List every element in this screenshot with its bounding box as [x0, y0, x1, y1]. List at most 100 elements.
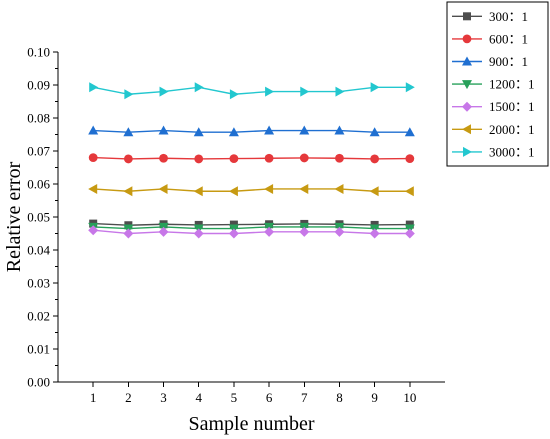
data-point [88, 125, 99, 135]
legend-label: 2000：1 [489, 122, 535, 137]
data-point [300, 86, 310, 97]
axes-layer: 0.00 0.01 0.02 0.03 0.04 0.05 0.06 0.07 0.08 0.09… [27, 45, 445, 405]
x-tick-label: 1 [90, 390, 97, 405]
data-point [369, 228, 380, 239]
x-tick-label: 3 [160, 390, 167, 405]
data-point [194, 82, 204, 93]
legend-item-4: 1500：1 [452, 99, 535, 114]
y-tick-label: 0.04 [27, 243, 50, 258]
data-point [264, 153, 274, 163]
data-point [370, 154, 380, 164]
series-2 [88, 125, 415, 137]
y-axis-title: Relative error [3, 161, 25, 272]
data-point [193, 228, 204, 239]
x-tick-label: 2 [125, 390, 132, 405]
x-tick-label: 8 [336, 390, 343, 405]
data-point [88, 183, 98, 194]
data-point [370, 82, 380, 93]
data-point [88, 153, 98, 163]
data-point [123, 228, 134, 239]
data-point [264, 226, 275, 237]
y-tick-label: 0.10 [27, 45, 50, 60]
series-line [93, 129, 410, 133]
data-point [123, 127, 134, 137]
legend-item-6: 3000：1 [452, 144, 535, 159]
data-point [299, 183, 309, 194]
y-tick-label: 0.05 [27, 210, 50, 225]
series-line [93, 226, 410, 230]
x-tick-label: 6 [266, 390, 273, 405]
data-point [229, 89, 239, 100]
data-point [335, 86, 345, 97]
legend-item-1: 600：1 [452, 31, 528, 46]
data-point [369, 186, 379, 197]
data-point [264, 183, 274, 194]
data-point [89, 82, 99, 93]
data-point [158, 226, 169, 237]
y-tick-label: 0.03 [27, 276, 50, 291]
series-line [93, 86, 410, 95]
data-point [88, 225, 99, 236]
series-line [93, 188, 410, 192]
data-point [264, 125, 275, 135]
legend-label: 1500：1 [489, 99, 535, 114]
series-5 [88, 183, 414, 197]
data-point [299, 226, 310, 237]
x-tick-label: 9 [371, 390, 378, 405]
data-point [123, 154, 133, 164]
legend-marker [462, 56, 472, 66]
legend-item-3: 1200：1 [452, 77, 535, 92]
data-point [229, 154, 239, 163]
series-4 [88, 225, 415, 239]
y-tick-label: 0.02 [27, 309, 50, 324]
data-point [405, 82, 415, 93]
y-tick-label: 0.07 [27, 144, 50, 159]
data-point [404, 186, 414, 197]
data-point [228, 127, 239, 137]
data-point [158, 125, 169, 135]
x-tick-label: 7 [301, 390, 308, 405]
legend-layer: 300：1 600：1 900：1 1200：1 1500：1 2000：1 3000：1 [446, 1, 549, 167]
x-tick-label: 10 [403, 390, 416, 405]
data-point [299, 153, 309, 163]
data-point [194, 154, 204, 164]
y-tick-label: 0.09 [27, 78, 50, 93]
legend-marker [462, 101, 472, 112]
y-tick-label: 0.06 [27, 177, 50, 192]
data-point [159, 86, 169, 97]
data-point [299, 125, 310, 135]
legend-label: 3000：1 [489, 144, 535, 159]
data-point [123, 186, 133, 197]
data-point [404, 228, 415, 239]
data-point [228, 228, 239, 239]
data-point [334, 125, 345, 135]
legend-item-0: 300：1 [452, 9, 528, 24]
series-line [93, 222, 410, 226]
series-6 [89, 82, 415, 100]
y-tick-label: 0.01 [27, 342, 50, 357]
legend-marker [462, 80, 472, 90]
data-point [193, 127, 204, 137]
x-tick-label: 5 [231, 390, 238, 405]
data-point [265, 86, 275, 97]
y-tick-label: 0.08 [27, 111, 50, 126]
y-tick-label: 0.00 [27, 375, 50, 390]
legend-marker [462, 124, 471, 135]
data-point [335, 153, 344, 163]
legend-marker [463, 12, 471, 21]
legend-item-2: 900：1 [452, 54, 528, 69]
data-point [193, 186, 203, 197]
x-tick-label: 4 [195, 390, 202, 405]
legend-label: 900：1 [489, 54, 528, 69]
series-1 [88, 153, 415, 164]
legend-item-5: 2000：1 [452, 122, 535, 137]
legend-label: 300：1 [489, 9, 528, 24]
series-layer [88, 82, 415, 239]
legend-label: 600：1 [489, 31, 528, 46]
data-point [159, 153, 168, 163]
data-point [124, 89, 134, 100]
data-point [369, 127, 380, 137]
data-point [334, 226, 345, 237]
